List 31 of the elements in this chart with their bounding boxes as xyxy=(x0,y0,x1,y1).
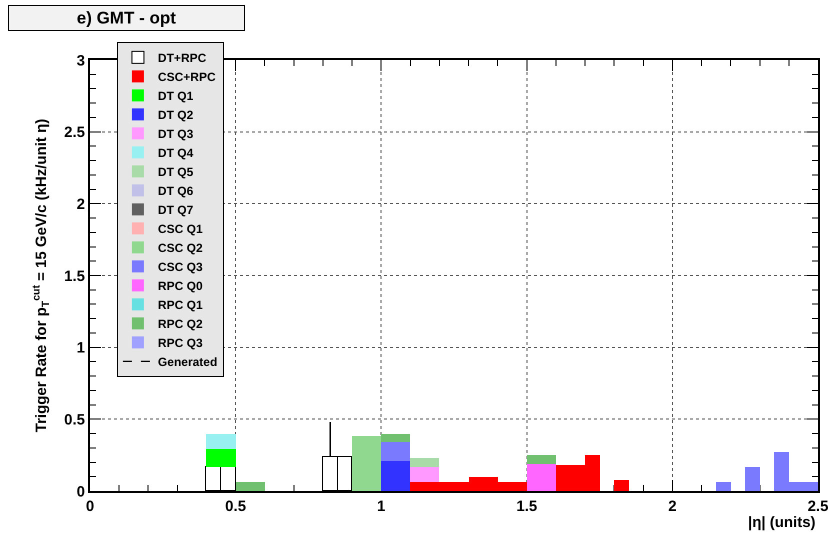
y-tick-label: 2 xyxy=(76,196,85,213)
y-tick-label: 2.5 xyxy=(64,124,85,142)
legend-label: DT Q1 xyxy=(158,89,194,104)
x-tick-label: 2.5 xyxy=(808,498,828,515)
y-tick-label: 1.5 xyxy=(64,268,85,285)
x-axis-title: |η| (units) xyxy=(748,514,816,531)
legend-label: DT Q7 xyxy=(158,203,194,218)
x-tick-label: 1 xyxy=(377,498,386,515)
y-tick-label: 1 xyxy=(76,340,85,357)
legend-label: CSC+RPC xyxy=(158,70,216,84)
legend-label: CSC Q3 xyxy=(158,260,203,274)
legend-label: RPC Q2 xyxy=(158,317,203,332)
legend-label: RPC Q1 xyxy=(158,298,203,312)
legend-label: CSC Q2 xyxy=(158,241,203,256)
legend-label: DT Q4 xyxy=(158,146,194,160)
y-tick-label: 3 xyxy=(76,52,85,70)
y-tick-label: 0.5 xyxy=(64,411,85,428)
legend-label: DT Q5 xyxy=(158,165,194,180)
legend-label: DT Q3 xyxy=(158,127,194,142)
x-tick-label: 0.5 xyxy=(225,498,246,515)
chart-title: e) GMT - opt xyxy=(76,8,176,28)
legend-label: DT Q6 xyxy=(158,184,194,198)
legend-label: DT Q2 xyxy=(158,108,194,122)
y-tick-label: 0 xyxy=(76,483,85,500)
legend-label: Generated xyxy=(158,355,218,370)
x-tick-label: 2 xyxy=(668,498,677,515)
legend-label: DT+RPC xyxy=(158,51,207,66)
legend-label: CSC Q1 xyxy=(158,222,203,236)
x-tick-label: 1.5 xyxy=(516,498,538,515)
legend-label: RPC Q3 xyxy=(158,336,203,350)
legend-label: RPC Q0 xyxy=(158,279,203,294)
